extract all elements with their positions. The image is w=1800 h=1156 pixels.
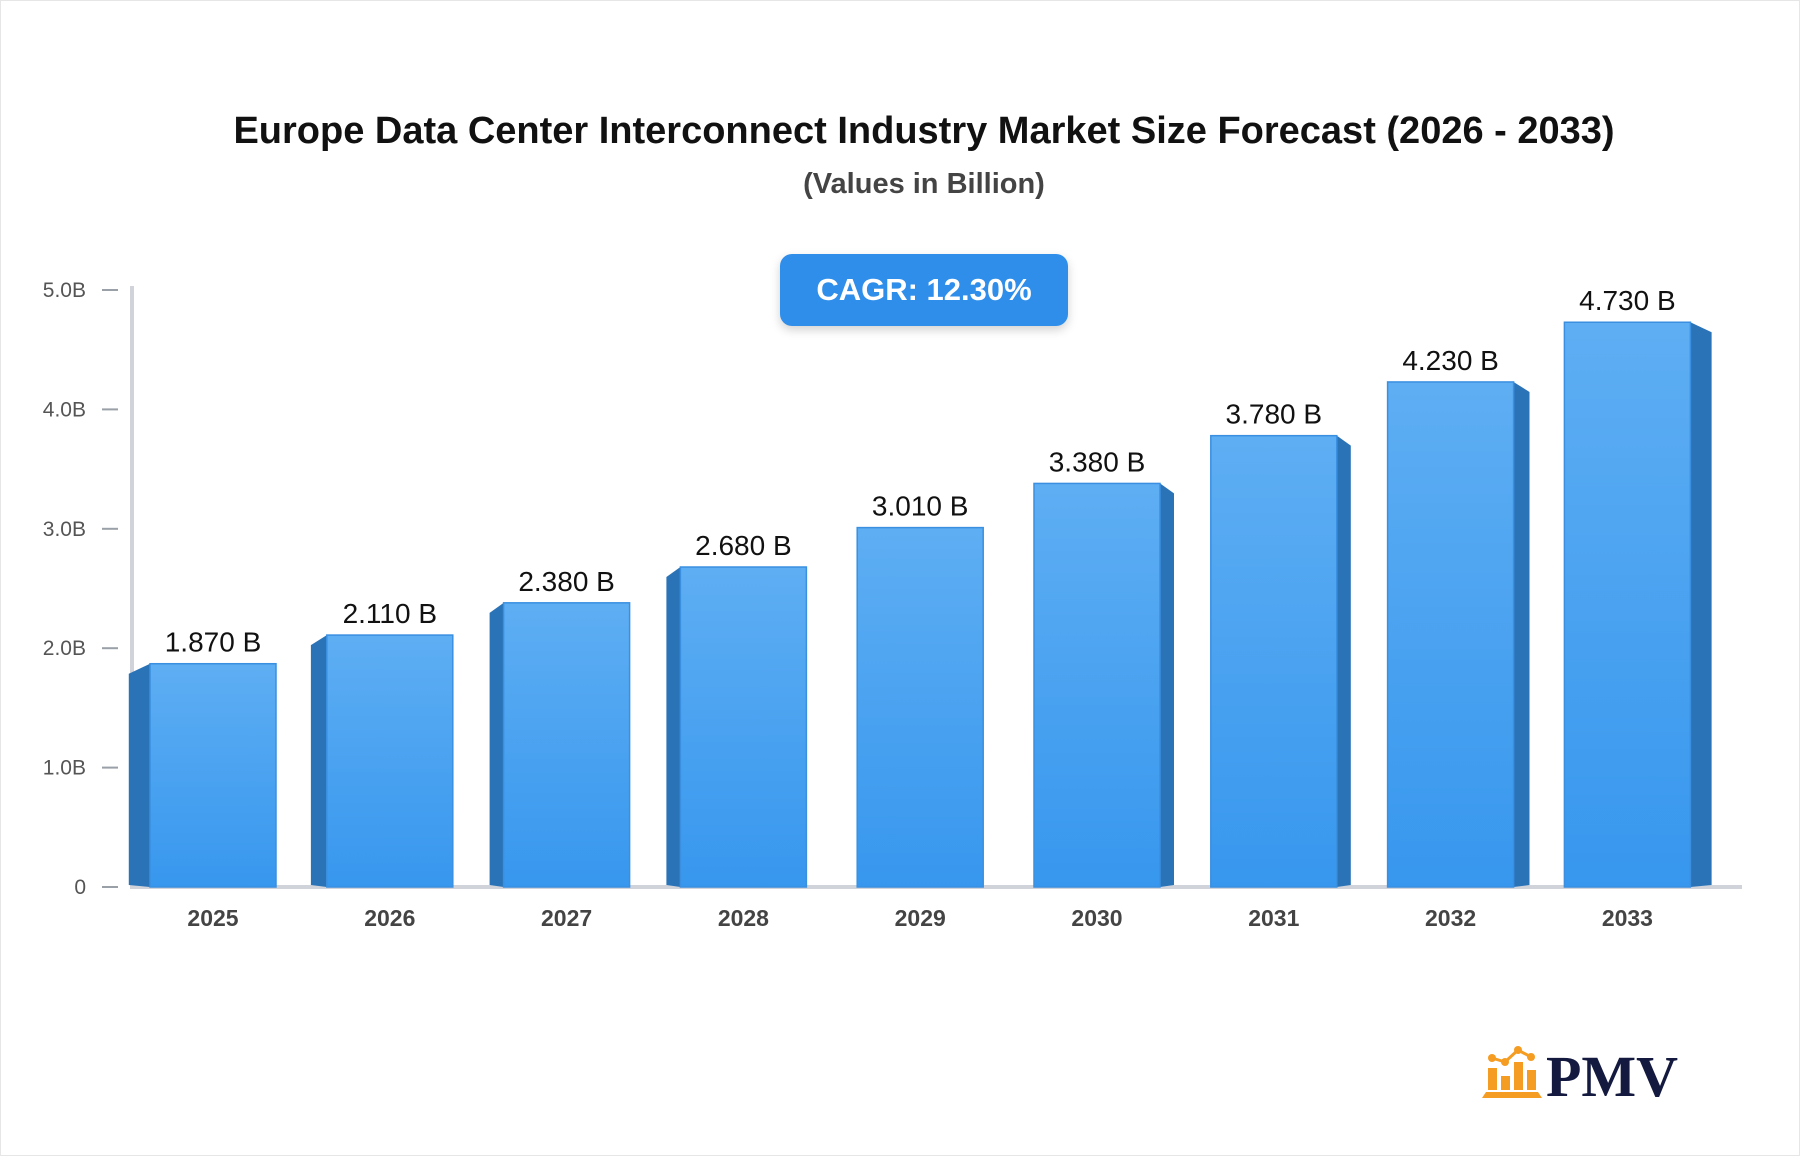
data-label: 2.110 B [343,598,437,629]
bar [1563,321,1692,888]
x-tick-label: 2029 [895,905,946,931]
x-tick-label: 2027 [541,905,592,931]
x-tick-label: 2025 [187,905,238,931]
data-label: 4.730 B [1579,285,1676,316]
data-label: 3.010 B [872,491,969,522]
data-label: 3.780 B [1226,399,1323,430]
y-tick-label: 2.0B [43,637,86,660]
cagr-badge: CAGR: 12.30% [780,254,1068,326]
logo-text: PMV [1546,1044,1678,1100]
chart-subtitle: (Values in Billion) [803,168,1045,200]
pmv-logo: PMV [1482,1044,1678,1100]
x-tick-label: 2031 [1248,905,1299,931]
bar [679,566,808,888]
bar [149,662,277,888]
x-tick-label: 2033 [1602,905,1653,931]
bar [326,634,454,888]
bar-side [489,602,504,887]
x-tick-label: 2026 [364,905,415,931]
chart-title: Europe Data Center Interconnect Industry… [233,110,1615,152]
y-tick-label: 0 [74,876,86,899]
bar-side [310,635,327,887]
x-tick-label: 2028 [718,905,769,931]
y-tick-label: 4.0B [43,398,86,421]
bar-side [1513,381,1530,887]
x-tick-label: 2032 [1425,905,1476,931]
y-tick-label: 3.0B [43,518,86,541]
data-label: 2.380 B [518,566,615,597]
bar [1386,381,1515,888]
bar-side [666,567,681,887]
bar [856,526,984,888]
y-tick-label: 1.0B [43,757,86,780]
data-label: 4.230 B [1402,345,1499,376]
bar-side [1690,322,1712,887]
bar [502,602,631,888]
bar-side [128,663,150,887]
data-label: 2.680 B [695,530,792,561]
bar-chart-trend-icon [1482,1046,1542,1098]
data-label: 3.380 B [1049,446,1146,477]
bar-side [1336,435,1351,887]
bar [1033,482,1161,888]
data-label: 1.870 B [165,627,262,658]
bar-side [1160,483,1174,887]
y-tick-label: 5.0B [43,279,86,302]
bar [1210,434,1338,888]
x-tick-label: 2030 [1071,905,1122,931]
